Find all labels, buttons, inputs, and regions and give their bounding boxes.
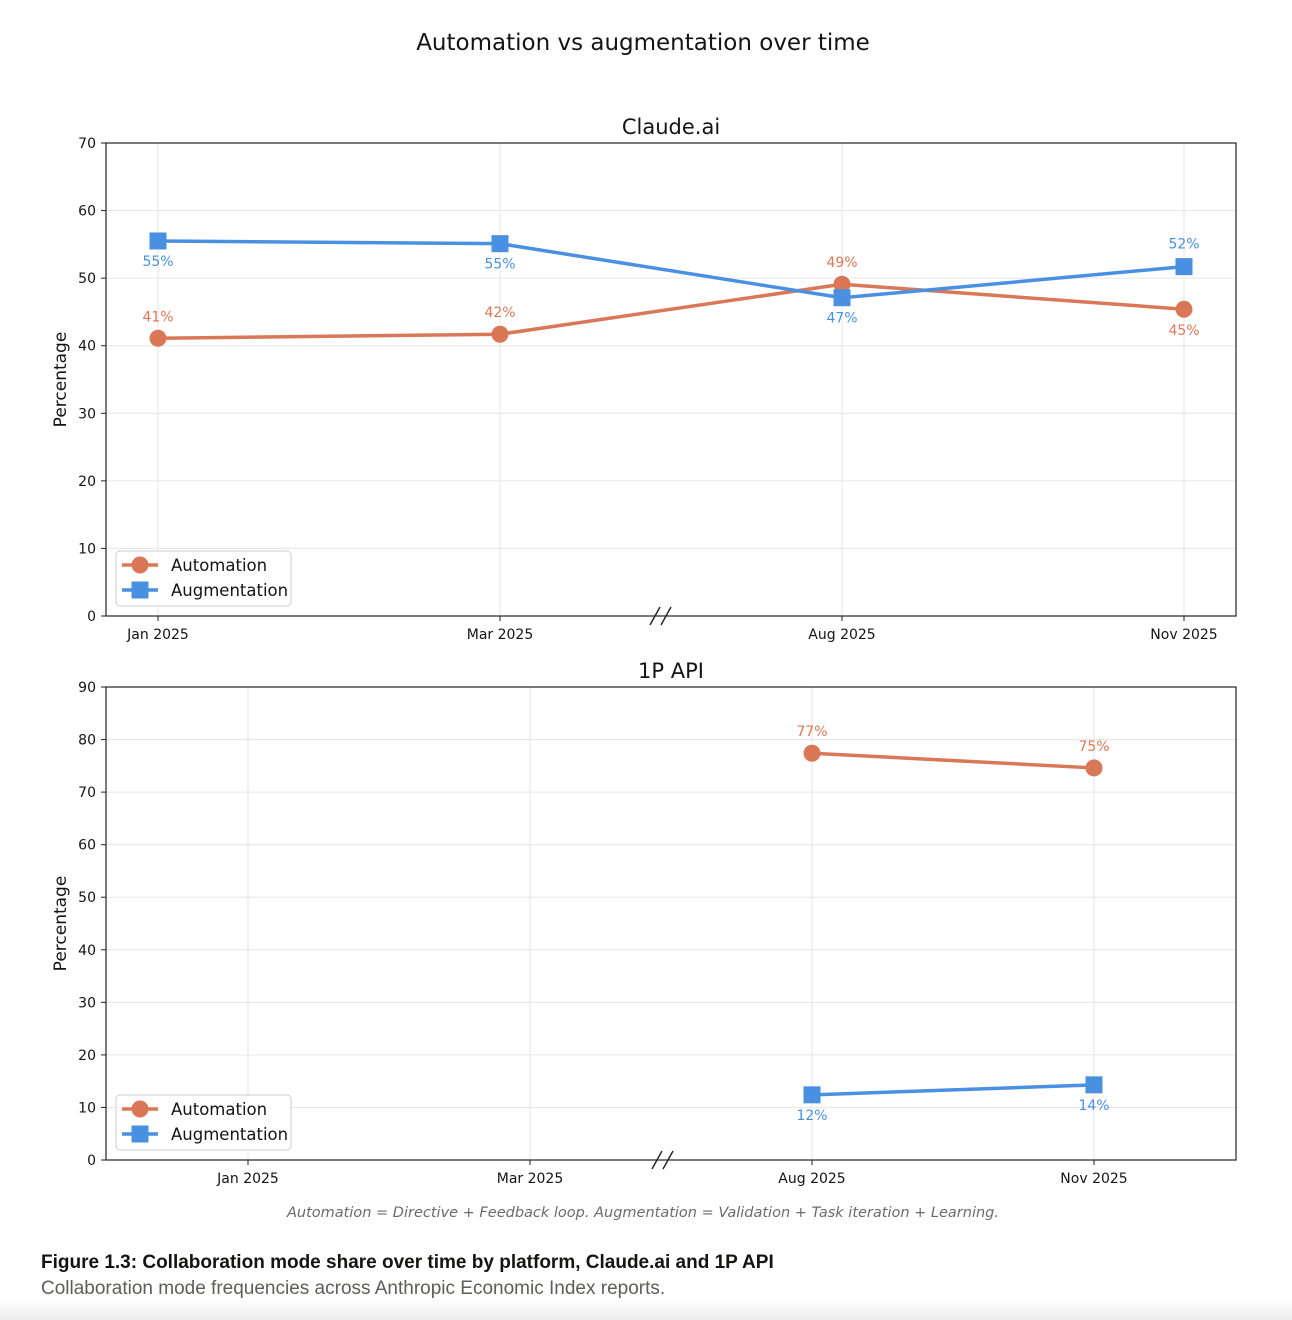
y-tick-label: 20 — [78, 474, 96, 490]
x-tick-label: Nov 2025 — [1060, 1171, 1127, 1187]
y-tick-label: 90 — [78, 680, 96, 696]
bottom-fade — [0, 1300, 1292, 1320]
data-point-automation — [833, 275, 851, 293]
legend: Automation Augmentation — [115, 1094, 292, 1151]
y-tick-label: 30 — [78, 406, 96, 422]
figure-caption: Figure 1.3: Collaboration mode share ove… — [41, 1250, 1241, 1302]
data-point-augmentation — [149, 232, 167, 250]
plot-frame — [105, 142, 1237, 617]
data-point-automation — [149, 329, 167, 347]
y-axis-label: Percentage — [51, 876, 71, 972]
data-point-augmentation — [803, 1086, 821, 1104]
x-tick-label: Mar 2025 — [497, 1171, 564, 1187]
panel-title: Claude.ai — [622, 115, 720, 139]
series-line-automation — [157, 282, 1185, 341]
y-tick-label: 70 — [78, 136, 96, 152]
figure-caption-title: Figure 1.3: Collaboration mode share ove… — [41, 1252, 774, 1273]
legend-box — [115, 550, 292, 607]
x-tick-label: Aug 2025 — [808, 627, 875, 643]
x-tick-label: Jan 2025 — [126, 627, 189, 643]
panel-title: 1P API — [638, 659, 704, 683]
legend-marker-square — [131, 1125, 149, 1143]
axis-break-mark — [649, 606, 661, 626]
data-label: 52% — [1168, 237, 1199, 253]
data-point-augmentation — [491, 235, 509, 253]
data-label: 41% — [142, 309, 173, 325]
y-tick-label: 40 — [78, 339, 96, 355]
data-label: 47% — [826, 311, 857, 327]
data-label: 49% — [826, 255, 857, 271]
data-label: 14% — [1078, 1098, 1109, 1114]
y-axis-label: Percentage — [51, 332, 71, 428]
data-point-augmentation — [1175, 258, 1193, 276]
data-label: 75% — [1078, 739, 1109, 755]
x-tick-label: Mar 2025 — [467, 627, 534, 643]
x-tick-label: Jan 2025 — [216, 1171, 279, 1187]
y-tick-label: 80 — [78, 733, 96, 749]
x-tick-label: Aug 2025 — [778, 1171, 845, 1187]
axis-break-mark — [660, 606, 672, 626]
plot-frame — [105, 686, 1237, 1161]
legend-label: Augmentation — [171, 581, 288, 600]
legend: Automation Augmentation — [115, 550, 292, 607]
figure-caption-subtitle: Collaboration mode frequencies across An… — [41, 1278, 666, 1299]
chart-panel-2: 0 10 20 30 40 50 60 70 80 90 Jan 2025 Mar 2025 Aug 2… — [51, 659, 1237, 1187]
series-line-augmentation — [157, 239, 1185, 300]
data-label: 42% — [484, 305, 515, 321]
data-label: 12% — [796, 1108, 827, 1124]
series-line-automation — [811, 751, 1095, 770]
y-tick-label: 50 — [78, 890, 96, 906]
y-tick-label: 40 — [78, 943, 96, 959]
data-point-automation — [491, 325, 509, 343]
data-point-augmentation — [833, 289, 851, 307]
x-tick-label: Nov 2025 — [1150, 627, 1217, 643]
data-label: 55% — [142, 254, 173, 270]
series-line-augmentation — [811, 1083, 1095, 1097]
data-label: 55% — [484, 257, 515, 273]
legend-label: Augmentation — [171, 1125, 288, 1144]
axis-break-mark — [651, 1150, 663, 1170]
y-tick-label: 60 — [78, 204, 96, 220]
data-point-augmentation — [1085, 1076, 1103, 1094]
chart-panel-1: 0 10 20 30 40 50 60 70 Jan 2025 Mar 2025 Aug 2025 N… — [51, 115, 1237, 643]
data-point-automation — [803, 744, 821, 762]
legend-label: Automation — [171, 556, 267, 575]
legend-marker-circle — [131, 1100, 149, 1118]
data-label: 45% — [1168, 323, 1199, 339]
y-tick-label: 10 — [78, 1100, 96, 1116]
y-tick-label: 30 — [78, 995, 96, 1011]
y-tick-label: 0 — [87, 609, 96, 625]
chart-suptitle: Automation vs augmentation over time — [416, 30, 870, 56]
y-tick-label: 60 — [78, 838, 96, 854]
y-tick-label: 10 — [78, 541, 96, 557]
y-tick-label: 50 — [78, 271, 96, 287]
chart-footnote: Automation = Directive + Feedback loop. … — [286, 1205, 999, 1221]
legend-label: Automation — [171, 1100, 267, 1119]
y-tick-label: 0 — [87, 1153, 96, 1169]
y-tick-label: 70 — [78, 785, 96, 801]
y-tick-label: 20 — [78, 1048, 96, 1064]
legend-marker-square — [131, 581, 149, 599]
axis-break-mark — [662, 1150, 674, 1170]
legend-box — [115, 1094, 292, 1151]
data-point-automation — [1175, 300, 1193, 318]
data-label: 77% — [796, 724, 827, 740]
legend-marker-circle — [131, 556, 149, 574]
data-point-automation — [1085, 759, 1103, 777]
